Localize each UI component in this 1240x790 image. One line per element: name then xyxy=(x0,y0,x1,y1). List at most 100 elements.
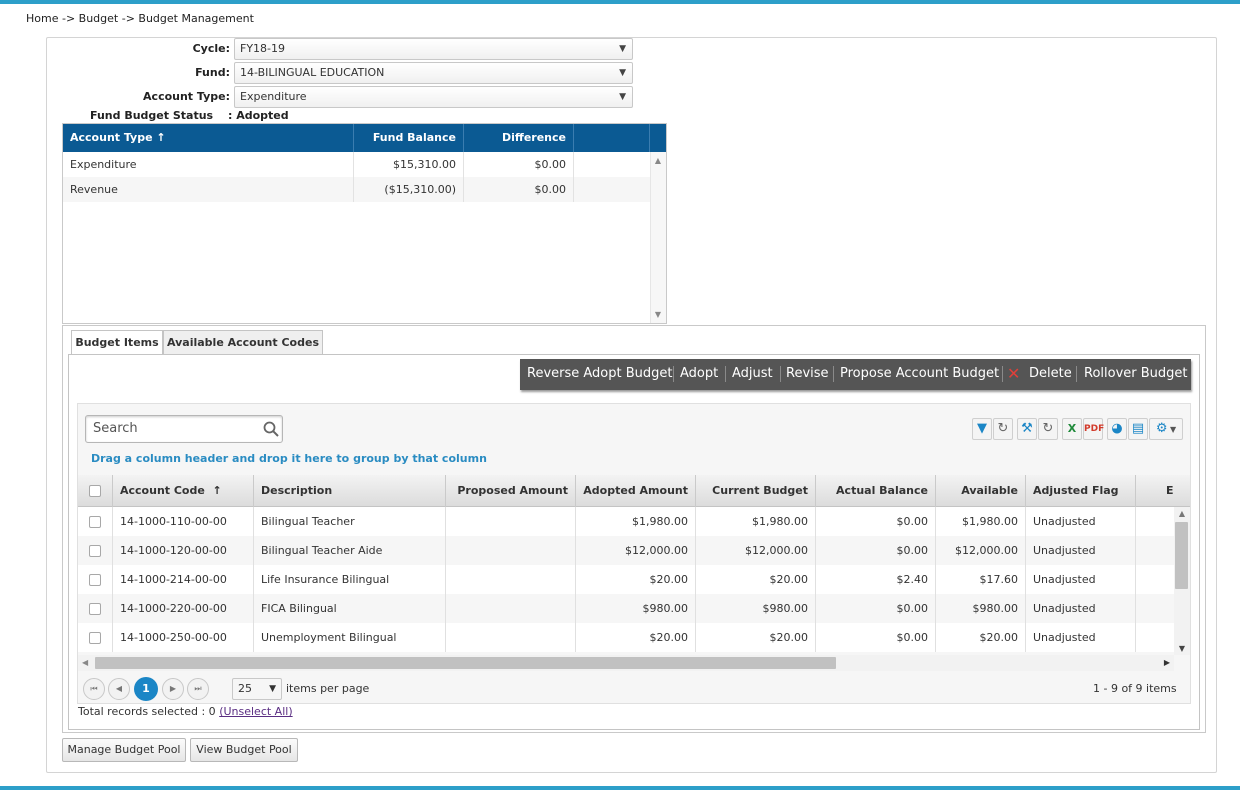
row-checkbox[interactable] xyxy=(78,507,113,536)
toolbar-divider xyxy=(1076,366,1077,382)
cell-proposed xyxy=(446,507,576,536)
pdf-export-icon[interactable]: PDF xyxy=(1083,418,1104,440)
header-account-code[interactable]: Account Code ↑ xyxy=(113,475,254,507)
view-budget-pool-button[interactable]: View Budget Pool xyxy=(190,738,298,762)
page-size-select[interactable]: 25 ▼ xyxy=(232,678,282,700)
table-row[interactable]: Revenue ($15,310.00) $0.00 xyxy=(63,177,650,202)
pager-summary: 1 - 9 of 9 items xyxy=(1093,682,1177,695)
current-page-button[interactable]: 1 xyxy=(134,677,158,701)
fund-cell-balance: ($15,310.00) xyxy=(354,177,464,202)
page-size-value: 25 xyxy=(238,682,252,695)
sort-up-icon: ↑ xyxy=(212,484,222,497)
refresh-filter-icon[interactable]: ↻ xyxy=(993,418,1013,440)
search-placeholder: Search xyxy=(93,421,138,436)
tab-budget-items[interactable]: Budget Items xyxy=(71,330,163,356)
row-checkbox[interactable] xyxy=(78,594,113,623)
breadcrumb: Home -> Budget -> Budget Management xyxy=(26,12,254,25)
fund-grid-scrollbar[interactable]: ▲ ▼ xyxy=(650,152,666,323)
group-by-hint[interactable]: Drag a column header and drop it here to… xyxy=(91,452,487,465)
cycle-select[interactable]: FY18-19 ▼ xyxy=(234,38,633,60)
adopt-button[interactable]: Adopt xyxy=(680,366,719,381)
scrollbar-thumb[interactable] xyxy=(95,657,836,669)
fund-grid-header: Account Type ↑ Fund Balance Difference xyxy=(63,124,666,152)
prev-page-icon[interactable]: ◀ xyxy=(108,678,130,700)
chevron-down-icon: ▼ xyxy=(1167,425,1177,434)
sort-up-icon: ↑ xyxy=(156,131,166,144)
cell-account-code: 14-1000-120-00-00 xyxy=(113,536,254,565)
fund-select[interactable]: 14-BILINGUAL EDUCATION ▼ xyxy=(234,62,633,84)
table-row[interactable]: 14-1000-214-00-00 Life Insurance Bilingu… xyxy=(78,565,1174,594)
toolbar-divider xyxy=(780,366,781,382)
document-icon[interactable]: ▤ xyxy=(1128,418,1148,440)
unselect-all-link[interactable]: (Unselect All) xyxy=(219,705,293,718)
fund-header-difference[interactable]: Difference xyxy=(464,124,574,152)
table-row[interactable]: 14-1000-220-00-00 FICA Bilingual $980.00… xyxy=(78,594,1174,623)
header-proposed-amount[interactable]: Proposed Amount xyxy=(446,475,576,507)
cell-proposed xyxy=(446,594,576,623)
manage-budget-pool-button[interactable]: Manage Budget Pool xyxy=(62,738,186,762)
adjust-button[interactable]: Adjust xyxy=(732,366,773,381)
header-adjusted-flag[interactable]: Adjusted Flag xyxy=(1026,475,1136,507)
account-type-value: Expenditure xyxy=(240,90,307,103)
header-available[interactable]: Available xyxy=(936,475,1026,507)
reverse-adopt-budget-button[interactable]: Reverse Adopt Budget xyxy=(527,366,673,381)
selection-count-text: Total records selected : 0 xyxy=(78,705,216,718)
search-input[interactable]: Search xyxy=(85,415,283,443)
rollover-budget-button[interactable]: Rollover Budget xyxy=(1084,366,1188,381)
scrollbar-thumb[interactable] xyxy=(1175,522,1188,589)
fund-header-spacer xyxy=(574,124,650,152)
cell-proposed xyxy=(446,565,576,594)
tab-available-account-codes[interactable]: Available Account Codes xyxy=(163,330,323,355)
excel-export-icon[interactable]: X xyxy=(1062,418,1082,440)
reset-icon[interactable]: ↻ xyxy=(1038,418,1058,440)
scroll-up-icon[interactable]: ▲ xyxy=(654,156,662,165)
revise-button[interactable]: Revise xyxy=(786,366,829,381)
cell-description: Bilingual Teacher Aide xyxy=(254,536,446,565)
toolbar-divider xyxy=(833,366,834,382)
propose-account-budget-button[interactable]: Propose Account Budget xyxy=(840,366,1000,381)
chevron-down-icon: ▼ xyxy=(619,92,626,102)
cell-description: Unemployment Bilingual xyxy=(254,623,446,652)
chevron-down-icon: ▼ xyxy=(619,44,626,54)
cell-adopted: $20.00 xyxy=(576,623,696,652)
first-page-icon[interactable]: ⏮ xyxy=(83,678,105,700)
row-checkbox[interactable] xyxy=(78,536,113,565)
next-page-icon[interactable]: ▶ xyxy=(162,678,184,700)
cell-adopted: $20.00 xyxy=(576,565,696,594)
settings-gear-icon[interactable]: ⚙ ▼ xyxy=(1149,418,1183,440)
filter-icon[interactable]: ▼ xyxy=(972,418,992,440)
table-row[interactable]: 14-1000-110-00-00 Bilingual Teacher $1,9… xyxy=(78,507,1174,536)
table-row[interactable]: Expenditure $15,310.00 $0.00 xyxy=(63,152,650,177)
scroll-down-icon[interactable]: ▼ xyxy=(654,310,662,319)
header-actual-balance[interactable]: Actual Balance xyxy=(816,475,936,507)
last-page-icon[interactable]: ⏭ xyxy=(187,678,209,700)
header-adopted-amount[interactable]: Adopted Amount xyxy=(576,475,696,507)
toolbar-divider xyxy=(1002,366,1003,382)
bottom-accent-bar xyxy=(0,786,1240,790)
search-icon[interactable] xyxy=(263,421,279,437)
table-row[interactable]: 14-1000-120-00-00 Bilingual Teacher Aide… xyxy=(78,536,1174,565)
wrench-icon[interactable]: ⚒ xyxy=(1017,418,1037,440)
fund-header-account-type[interactable]: Account Type ↑ xyxy=(63,124,354,152)
delete-button[interactable]: Delete xyxy=(1029,366,1072,381)
header-extra-column[interactable]: E xyxy=(1166,484,1174,497)
chevron-down-icon: ▼ xyxy=(619,68,626,78)
scroll-down-icon[interactable]: ▼ xyxy=(1178,644,1186,653)
cycle-label: Cycle: xyxy=(192,42,230,55)
fund-balance-grid: Account Type ↑ Fund Balance Difference E… xyxy=(62,123,667,324)
cell-adjusted-flag: Unadjusted xyxy=(1026,536,1136,565)
header-current-budget[interactable]: Current Budget xyxy=(696,475,816,507)
scroll-right-icon[interactable]: ▶ xyxy=(1163,658,1170,667)
table-row[interactable]: 14-1000-250-00-00 Unemployment Bilingual… xyxy=(78,623,1174,652)
row-checkbox[interactable] xyxy=(78,623,113,652)
fund-header-fund-balance[interactable]: Fund Balance xyxy=(354,124,464,152)
select-all-checkbox[interactable] xyxy=(78,475,113,507)
cell-available: $17.60 xyxy=(936,565,1026,594)
scroll-left-icon[interactable]: ◀ xyxy=(82,658,89,667)
chart-icon[interactable]: ◕ xyxy=(1107,418,1127,440)
row-checkbox[interactable] xyxy=(78,565,113,594)
cell-actual: $0.00 xyxy=(816,594,936,623)
header-description[interactable]: Description xyxy=(254,475,446,507)
account-type-select[interactable]: Expenditure ▼ xyxy=(234,86,633,108)
scroll-up-icon[interactable]: ▲ xyxy=(1178,509,1186,518)
